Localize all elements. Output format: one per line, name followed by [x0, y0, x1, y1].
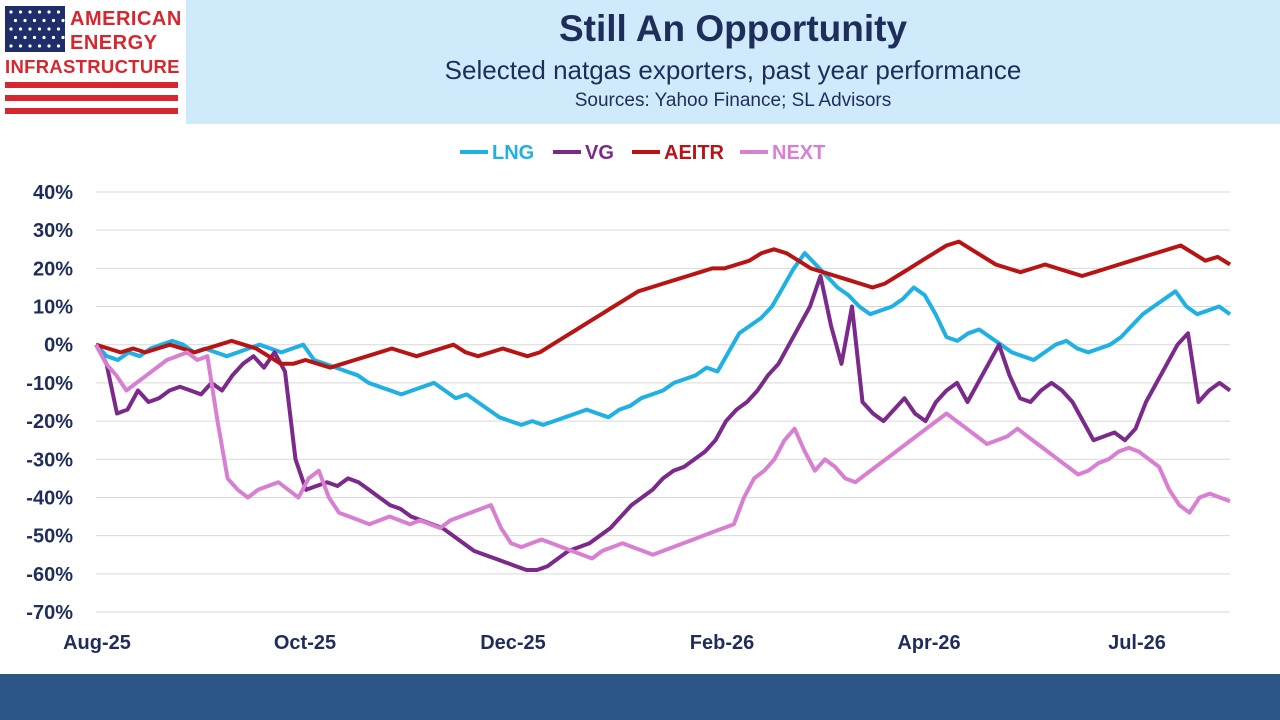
x-tick-label: Apr-26 — [897, 632, 960, 654]
page-title: Still An Opportunity — [558, 8, 908, 49]
stars-pattern — [9, 10, 65, 48]
footer-band — [0, 674, 1280, 720]
y-tick-label: -10% — [26, 373, 73, 395]
y-tick-label: 0% — [44, 335, 73, 357]
flag-stars-icon — [5, 6, 65, 52]
flag-stripe — [5, 108, 178, 114]
y-tick-label: 30% — [33, 220, 73, 242]
series-lines — [94, 239, 1232, 572]
y-tick-label: 20% — [33, 258, 73, 280]
y-tick-label: -70% — [26, 602, 73, 624]
gridlines — [96, 191, 1230, 613]
logo-line-3: INFRASTRUCTURE — [5, 56, 180, 77]
x-tick-label: Aug-25 — [63, 632, 131, 654]
legend-label: VG — [585, 142, 614, 164]
legend-label: LNG — [492, 142, 534, 164]
y-tick-label: -20% — [26, 411, 73, 433]
legend-label: AEITR — [664, 142, 725, 164]
flag-stripe — [5, 95, 178, 101]
y-tick-label: -30% — [26, 449, 73, 471]
series-line-aeitr — [95, 239, 1232, 370]
y-axis-ticks: 40% 30% 20% 10% 0% -10% -20% -30% -40% -50% -60% -7… — [26, 182, 73, 624]
y-tick-label: -40% — [26, 487, 73, 509]
x-axis-ticks: Aug-25 Oct-25 Dec-25 Feb-26 Apr-26 Jul-26 — [63, 632, 1166, 654]
x-tick-label: Dec-25 — [480, 632, 546, 654]
logo-line-1: AMERICAN — [70, 8, 182, 30]
x-tick-label: Jul-26 — [1108, 632, 1166, 654]
legend: LNG VG AEITR NEXT — [460, 142, 825, 164]
page-subtitle: Selected natgas exporters, past year per… — [444, 55, 1022, 85]
logo: AMERICAN ENERGY INFRASTRUCTURE — [0, 0, 186, 124]
logo-line-2: ENERGY — [70, 32, 158, 54]
flag-stripe — [5, 82, 178, 88]
line-chart: 40% 30% 20% 10% 0% -10% -20% -30% -40% -50% -60% -7… — [26, 142, 1232, 654]
y-tick-label: -60% — [26, 564, 73, 586]
y-tick-label: -50% — [26, 526, 73, 548]
series-line-next — [94, 343, 1231, 561]
y-tick-label: 40% — [33, 182, 73, 204]
series-line-vg — [94, 274, 1232, 572]
legend-label: NEXT — [772, 142, 825, 164]
x-tick-label: Feb-26 — [690, 632, 754, 654]
series-line-lng — [94, 251, 1232, 427]
x-tick-label: Oct-25 — [274, 632, 336, 654]
header-band — [186, 0, 1280, 124]
sources-note: Sources: Yahoo Finance; SL Advisors — [574, 90, 892, 111]
y-tick-label: 10% — [33, 297, 73, 319]
